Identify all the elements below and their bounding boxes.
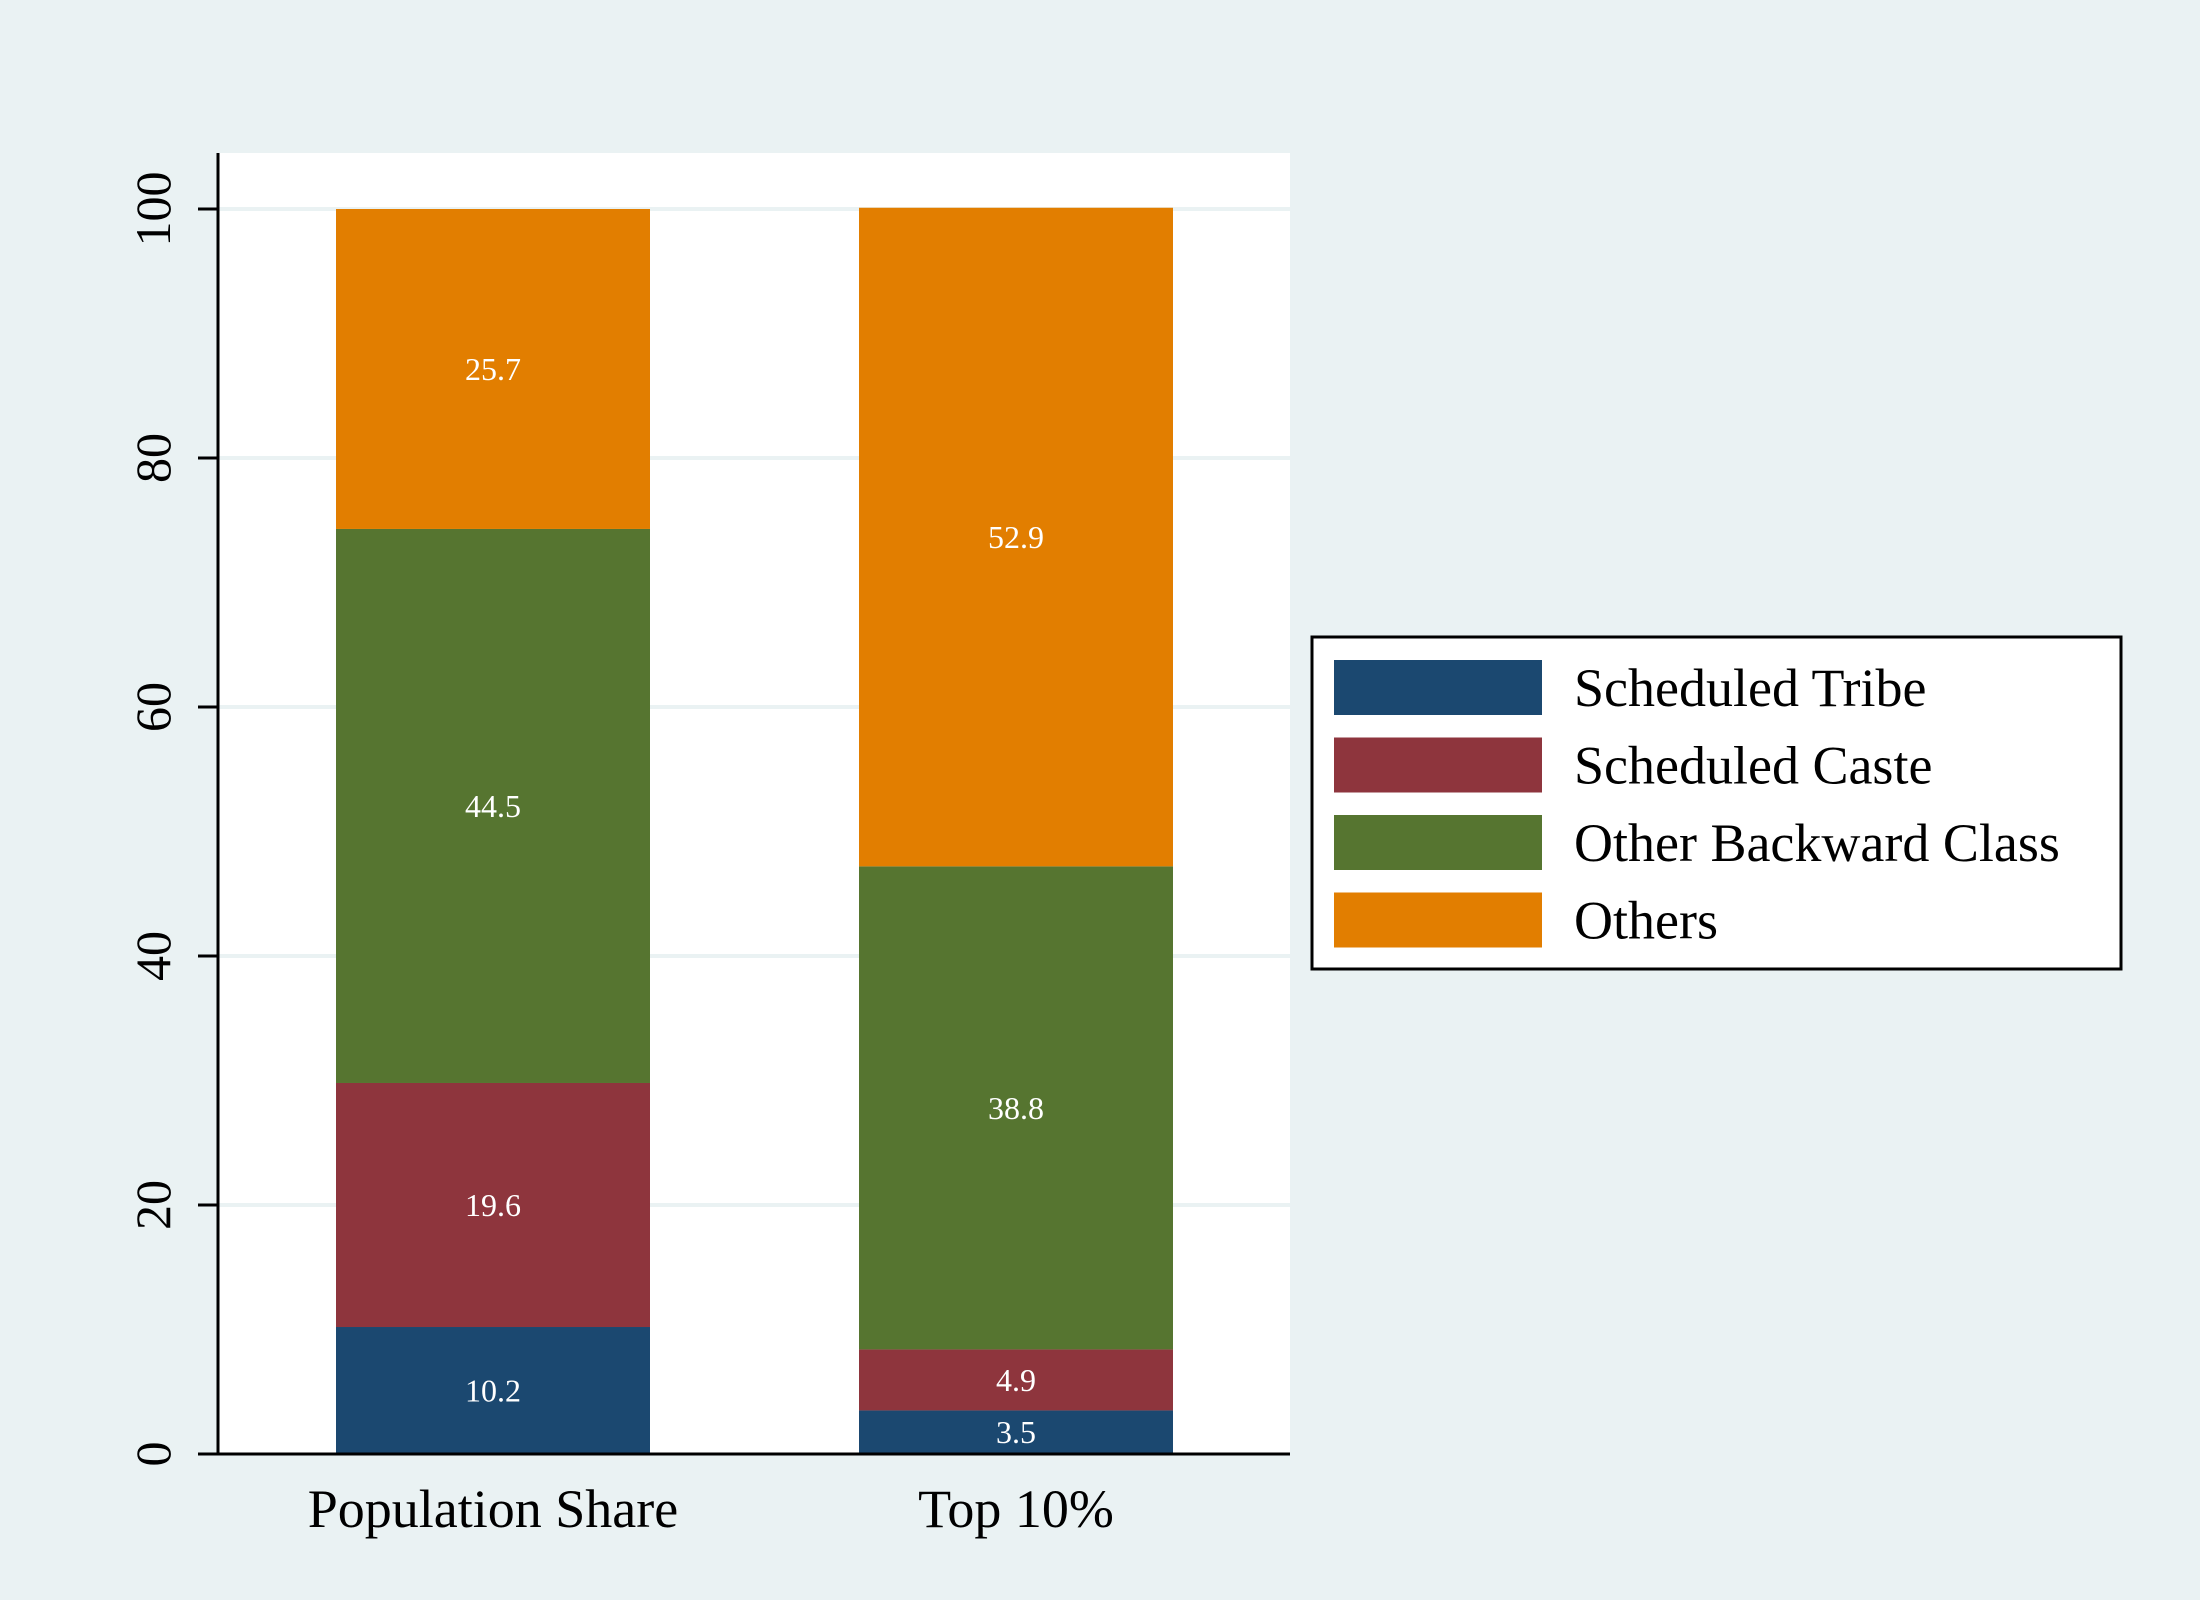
legend-label: Other Backward Class xyxy=(1574,813,2060,873)
value-label: 25.7 xyxy=(465,351,521,387)
legend-swatch xyxy=(1334,737,1542,793)
bar-segment xyxy=(859,1410,1173,1454)
bar-segment xyxy=(336,1082,650,1328)
legend-swatch xyxy=(1334,815,1542,870)
legend-swatch xyxy=(1334,892,1542,948)
bar-segment xyxy=(859,1349,1173,1411)
value-label: 3.5 xyxy=(996,1414,1036,1450)
bar-segment xyxy=(336,1327,650,1454)
ytick-label: 40 xyxy=(125,931,181,981)
ytick-label: 0 xyxy=(125,1442,181,1467)
bar-segment xyxy=(859,866,1173,1350)
bar-segment xyxy=(336,528,650,1083)
ytick-label: 80 xyxy=(125,433,181,483)
value-label: 38.8 xyxy=(988,1090,1044,1126)
value-label: 19.6 xyxy=(465,1187,521,1223)
value-label: 10.2 xyxy=(465,1373,521,1409)
legend-swatch xyxy=(1334,660,1542,715)
bars xyxy=(336,207,1173,1454)
ytick-label: 20 xyxy=(125,1180,181,1230)
bar-segment xyxy=(859,207,1173,867)
legend-label: Scheduled Tribe xyxy=(1574,658,1927,718)
axes: 0 20 40 60 80 100 Population Share Top 10% xyxy=(125,153,1290,1539)
legend-label: Others xyxy=(1574,891,1718,951)
ytick-label: 100 xyxy=(125,172,181,247)
value-label: 4.9 xyxy=(996,1362,1036,1398)
legend-label: Scheduled Caste xyxy=(1574,736,1932,796)
value-label: 44.5 xyxy=(465,788,521,824)
value-labels: 10.2 19.6 44.5 25.7 3.5 4.9 38.8 52.9 xyxy=(465,351,1044,1450)
legend: Scheduled Tribe Scheduled Caste Other Back… xyxy=(1310,635,2123,971)
ytick-label: 60 xyxy=(125,682,181,732)
value-label: 52.9 xyxy=(988,519,1044,555)
xtick-label: Population Share xyxy=(308,1479,678,1539)
bar-segment xyxy=(336,209,650,529)
xtick-label: Top 10% xyxy=(918,1479,1114,1539)
